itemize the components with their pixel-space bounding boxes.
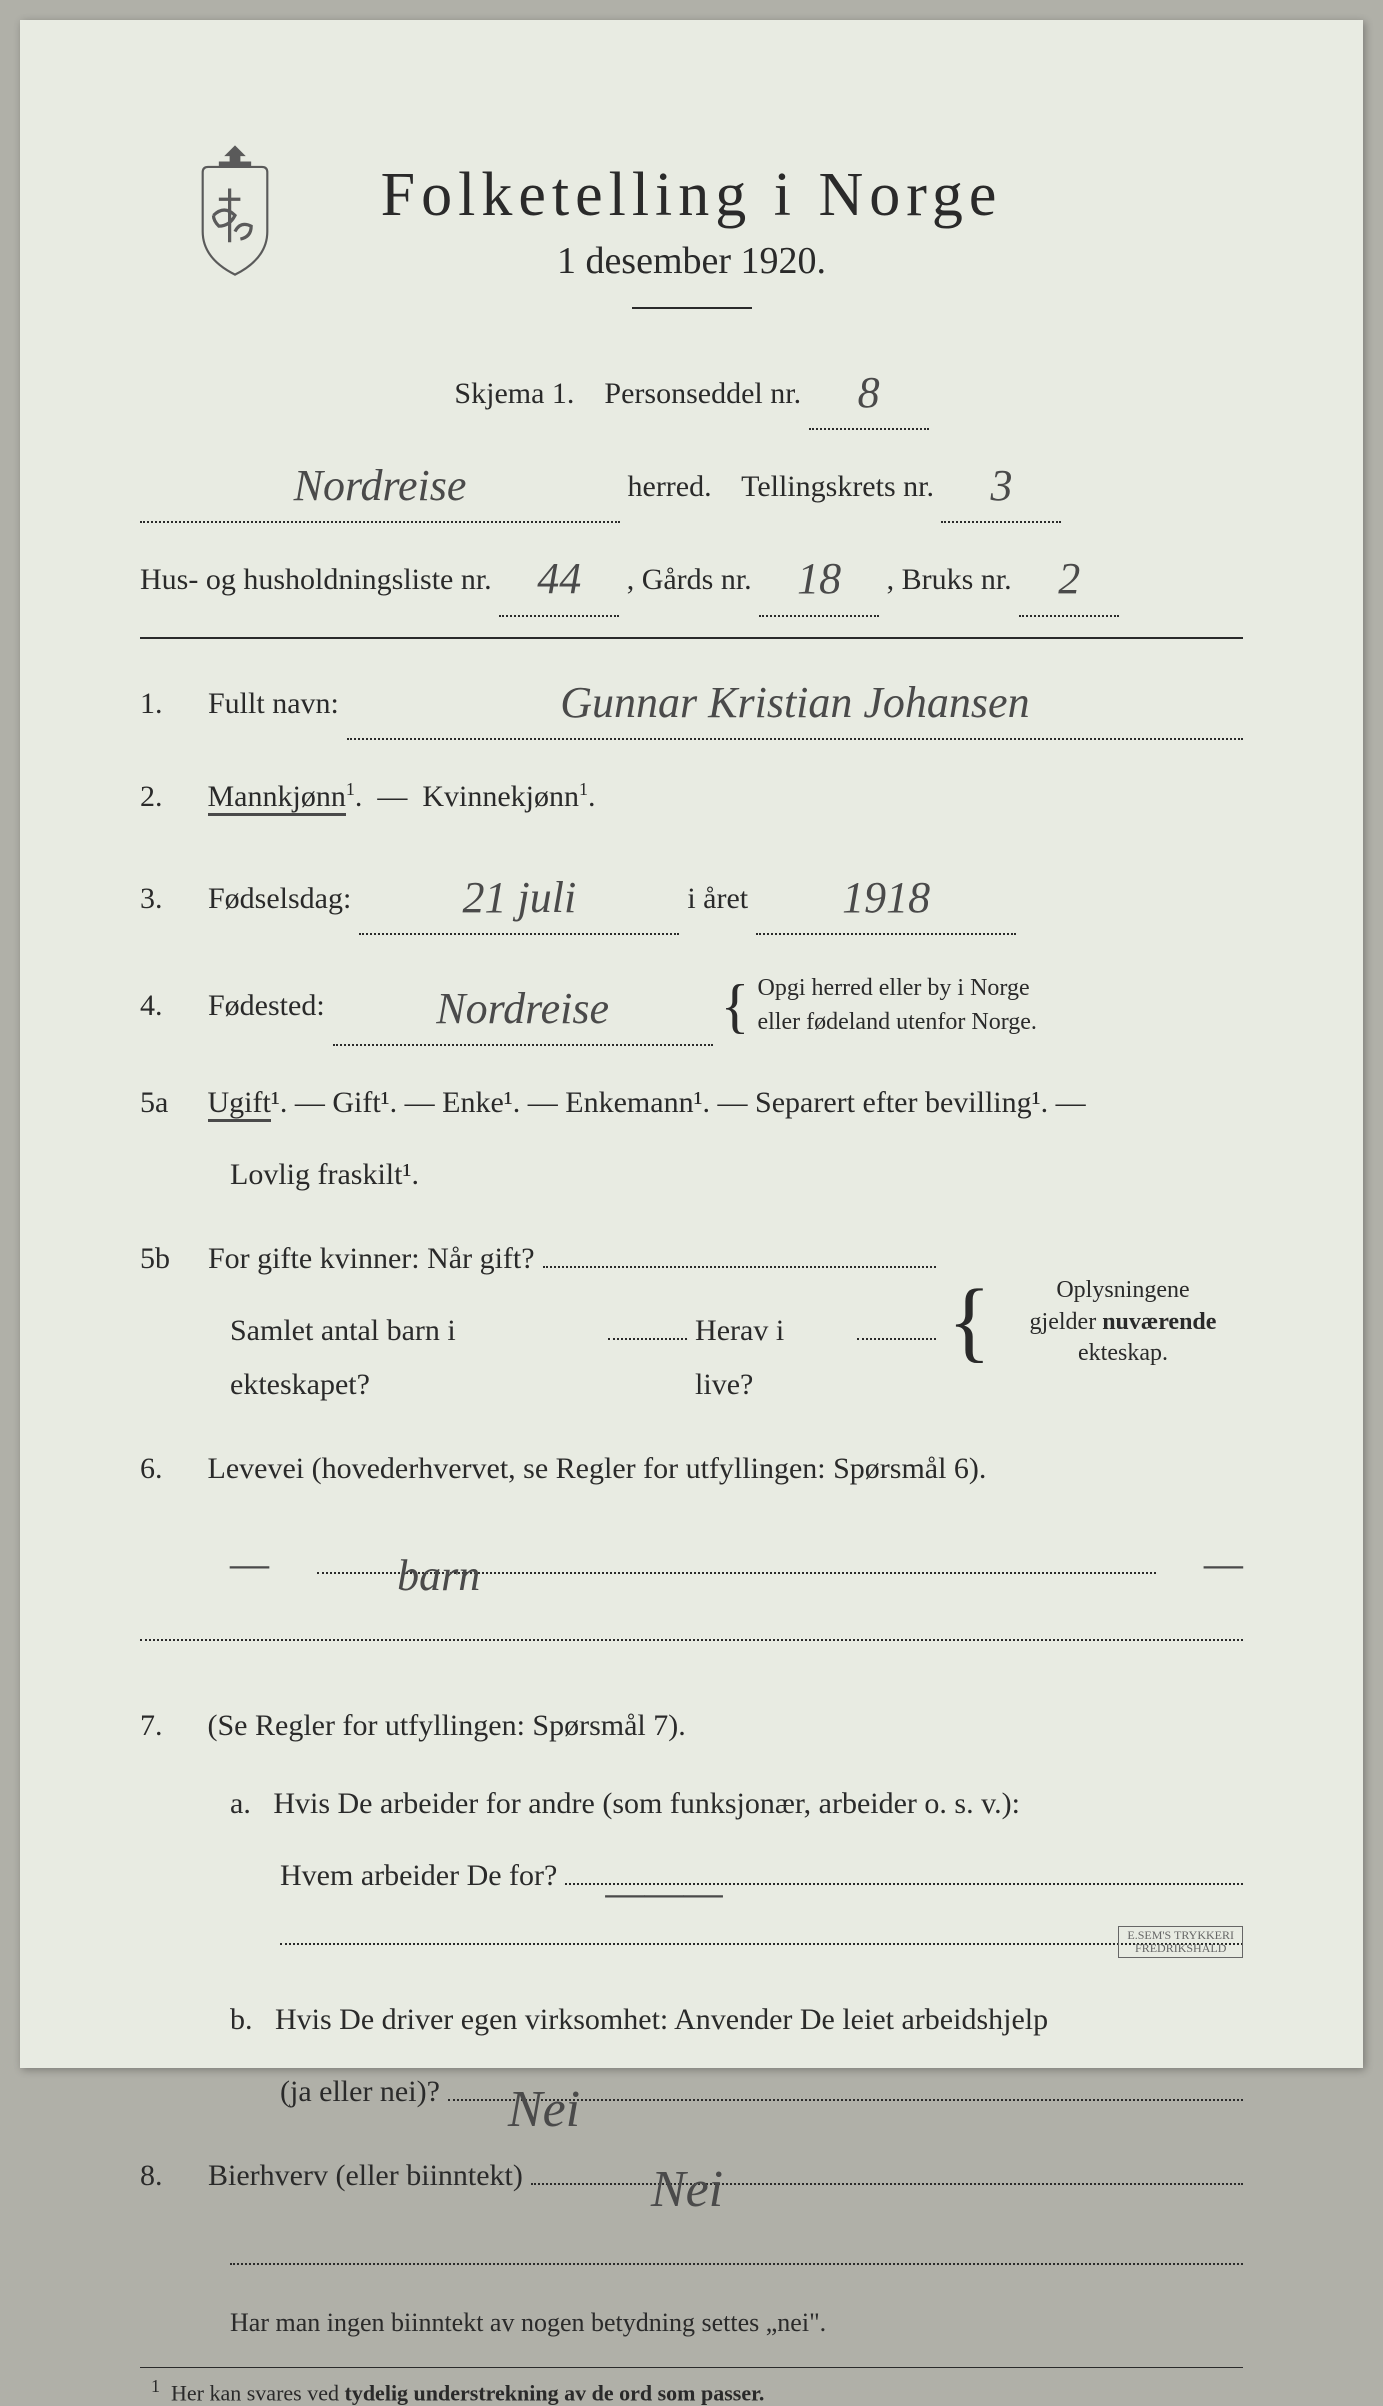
q2-num: 2. bbox=[140, 770, 200, 824]
q7a-num: a. bbox=[230, 1787, 251, 1820]
bracket-icon: { bbox=[948, 1286, 991, 1358]
q1-num: 1. bbox=[140, 677, 200, 731]
q5b-label: For gifte kvinner: Når gift? bbox=[208, 1232, 535, 1286]
q5b-note: Oplysningene gjelder nuværende ekteskap. bbox=[1003, 1275, 1243, 1369]
herred-value: Nordreise bbox=[294, 461, 467, 510]
q7b-num: b. bbox=[230, 2003, 253, 2036]
bracket-icon: { bbox=[721, 982, 750, 1030]
form-date: 1 desember 1920. bbox=[140, 239, 1243, 283]
tellingskrets-label: Tellingskrets nr. bbox=[741, 470, 934, 503]
q1-value: Gunnar Kristian Johansen bbox=[560, 678, 1029, 727]
q5b-num: 5b bbox=[140, 1232, 200, 1286]
q7a-label: Hvis De arbeider for andre (som funksjon… bbox=[273, 1787, 1020, 1820]
q7b-label: Hvis De driver egen virksomhet: Anvender… bbox=[275, 2003, 1048, 2036]
q7-row: 7. (Se Regler for utfyllingen: Spørsmål … bbox=[140, 1699, 1243, 2119]
footer-note: Har man ingen biinntekt av nogen betydni… bbox=[140, 2300, 1243, 2347]
q3-label: Fødselsdag: bbox=[208, 872, 351, 926]
q7b-value: Nei bbox=[508, 2063, 580, 2157]
tellingskrets-nr: 3 bbox=[990, 461, 1012, 510]
q4-value: Nordreise bbox=[436, 984, 609, 1033]
header-divider bbox=[632, 307, 752, 309]
q7b-line2: (ja eller nei)? bbox=[280, 2065, 440, 2119]
skjema-label: Skjema 1. bbox=[454, 377, 574, 410]
personseddel-nr: 8 bbox=[858, 368, 880, 417]
q7a-value: ——— bbox=[605, 1853, 722, 1932]
q5b-row: 5b For gifte kvinner: Når gift? Samlet a… bbox=[140, 1232, 1243, 1412]
q6-label: Levevei (hovederhvervet, se Regler for u… bbox=[208, 1452, 987, 1485]
bruks-nr: 2 bbox=[1058, 554, 1080, 603]
q4-num: 4. bbox=[140, 979, 200, 1033]
q3-row: 3. Fødselsdag: 21 juli i året 1918 bbox=[140, 854, 1243, 935]
q5b-line2a: Samlet antal barn i ekteskapet? bbox=[230, 1304, 600, 1412]
q5a-num: 5a bbox=[140, 1076, 200, 1130]
q7-label: (Se Regler for utfyllingen: Spørsmål 7). bbox=[208, 1709, 686, 1742]
q3-day: 21 juli bbox=[463, 873, 577, 922]
q7-num: 7. bbox=[140, 1699, 200, 1753]
husliste-line: Hus- og husholdningsliste nr. 44 , Gårds… bbox=[140, 535, 1243, 616]
form-title: Folketelling i Norge bbox=[140, 160, 1243, 231]
coat-of-arms-icon bbox=[180, 140, 290, 280]
q3-num: 3. bbox=[140, 872, 200, 926]
gards-nr: 18 bbox=[797, 554, 841, 603]
q8-num: 8. bbox=[140, 2149, 200, 2203]
q7a-line2: Hvem arbeider De for? bbox=[280, 1849, 557, 1903]
husliste-label: Hus- og husholdningsliste nr. bbox=[140, 563, 492, 596]
personseddel-label: Personseddel nr. bbox=[604, 377, 801, 410]
q1-row: 1. Fullt navn: Gunnar Kristian Johansen bbox=[140, 659, 1243, 740]
q3-year: 1918 bbox=[842, 873, 930, 922]
q5a-opts2: Lovlig fraskilt¹. bbox=[230, 1158, 419, 1191]
q4-note: Opgi herred eller by i Norge eller fødel… bbox=[757, 972, 1036, 1039]
q2-opt1: Mannkjønn bbox=[208, 780, 346, 816]
section-divider bbox=[140, 637, 1243, 639]
husliste-nr: 44 bbox=[537, 554, 581, 603]
q5a-row: 5a Ugift¹. — Gift¹. — Enke¹. — Enkemann¹… bbox=[140, 1076, 1243, 1202]
census-form-page: Folketelling i Norge 1 desember 1920. Sk… bbox=[20, 20, 1363, 2068]
q6-num: 6. bbox=[140, 1442, 200, 1496]
q6-value: barn bbox=[397, 1536, 480, 1615]
footnote: 1 Her kan svares ved tydelig understrekn… bbox=[140, 2367, 1243, 2406]
q6-row: 6. Levevei (hovederhvervet, se Regler fo… bbox=[140, 1442, 1243, 1659]
herred-line: Nordreise herred. Tellingskrets nr. 3 bbox=[140, 442, 1243, 523]
skjema-line: Skjema 1. Personseddel nr. 8 bbox=[140, 349, 1243, 430]
form-header: Folketelling i Norge 1 desember 1920. bbox=[140, 160, 1243, 309]
q3-mid: i året bbox=[687, 872, 748, 926]
q8-label: Bierhverv (eller biinntekt) bbox=[208, 2149, 523, 2203]
bruks-label: , Bruks nr. bbox=[887, 563, 1012, 596]
q1-label: Fullt navn: bbox=[208, 677, 339, 731]
q2-sep: — bbox=[377, 780, 407, 813]
q2-opt2: Kvinnekjønn bbox=[422, 780, 579, 813]
q2-row: 2. Mannkjønn1. — Kvinnekjønn1. bbox=[140, 770, 1243, 824]
q5b-line2b: Herav i live? bbox=[695, 1304, 849, 1412]
q8-row: 8. Bierhverv (eller biinntekt) Nei bbox=[140, 2149, 1243, 2203]
q8-value: Nei bbox=[651, 2143, 723, 2237]
q4-row: 4. Fødested: Nordreise { Opgi herred ell… bbox=[140, 965, 1243, 1046]
printer-stamp: E.SEM'S TRYKKERI FREDRIKSHALD bbox=[1118, 1926, 1243, 1958]
gards-label: , Gårds nr. bbox=[627, 563, 752, 596]
q4-label: Fødested: bbox=[208, 979, 325, 1033]
herred-label: herred. bbox=[628, 470, 712, 503]
